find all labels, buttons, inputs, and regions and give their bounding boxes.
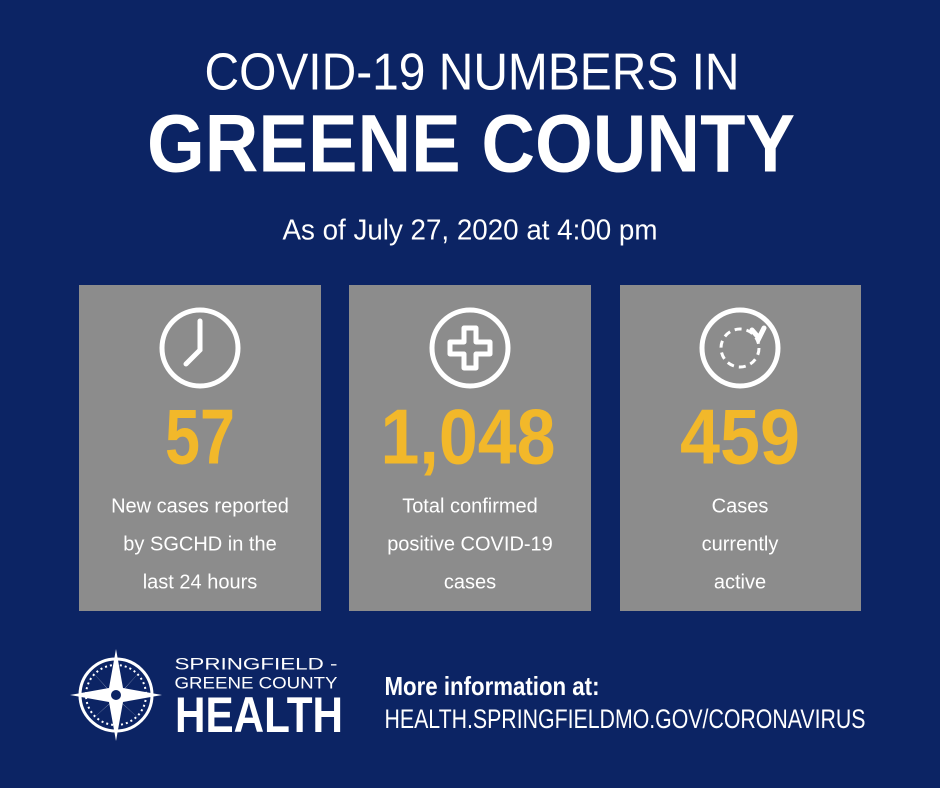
card-label: cases [444,571,496,593]
refresh-icon [699,307,781,389]
card-value: 1,048 [381,393,556,481]
card-value: 459 [680,393,800,481]
logo-line3: HEALTH [175,687,343,743]
compass-logo [70,649,162,741]
info-label: More information at: [385,671,600,701]
logo-line1: SPRINGFIELD - [175,654,338,673]
clock-icon [159,307,241,389]
card-label: last 24 hours [143,571,258,593]
logo-line2: GREENE COUNTY [175,673,338,692]
card-value: 57 [165,393,235,481]
card-label: Cases [712,495,769,517]
subtitle: As of July 27, 2020 at 4:00 pm [283,215,658,247]
card-label: positive COVID-19 [387,533,553,555]
card-label: by SGCHD in the [123,533,276,555]
card-label: active [714,571,766,593]
card [349,285,591,611]
title-line1: COVID-19 NUMBERS IN [205,44,740,102]
card-label: Total confirmed [402,495,538,517]
plus-icon [429,307,511,389]
title-line2: GREENE COUNTY [147,99,795,190]
card-label: currently [702,533,779,555]
card-label: New cases reported [111,495,289,517]
card [620,285,861,611]
info-url: HEALTH.SPRINGFIELDMO.GOV/CORONAVIRUS [385,704,866,734]
